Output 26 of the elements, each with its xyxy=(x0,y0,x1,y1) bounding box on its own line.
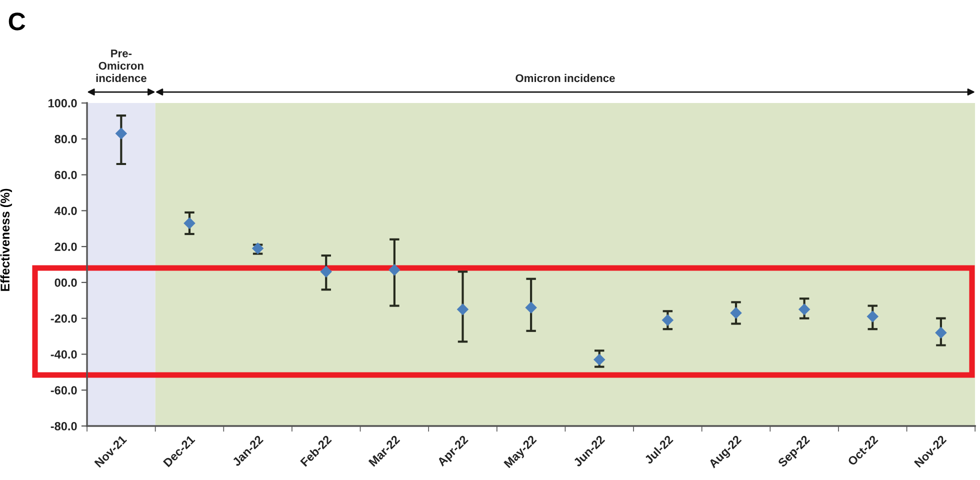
y-tick-label: 100.0 xyxy=(48,99,77,108)
y-tick-label: -60.0 xyxy=(50,386,77,395)
y-tick-label: -40.0 xyxy=(50,350,77,359)
point xyxy=(320,266,332,278)
y-tick-label: -20.0 xyxy=(50,314,77,323)
chart-title: C xyxy=(8,12,26,30)
y-tick-label: 40.0 xyxy=(54,206,77,216)
point xyxy=(730,307,742,319)
y-tick-label: -80.0 xyxy=(50,422,77,430)
band-label: Pre- Omicron incidence xyxy=(96,50,146,82)
y-axis-title: Effectiveness (%) xyxy=(0,188,12,291)
point xyxy=(593,354,606,366)
point xyxy=(866,310,879,322)
point xyxy=(935,326,947,339)
band-label: Omicron incidence xyxy=(516,74,615,82)
point xyxy=(115,128,128,140)
point xyxy=(798,303,810,316)
point xyxy=(388,264,400,276)
y-tick-label: 20.0 xyxy=(54,242,77,251)
y-tick-label: 60.0 xyxy=(54,170,77,180)
point xyxy=(662,314,674,326)
point xyxy=(184,217,196,230)
y-tick-label: 00.0 xyxy=(54,278,77,287)
point xyxy=(525,302,537,314)
point xyxy=(456,303,469,316)
y-tick-label: 80.0 xyxy=(54,134,77,144)
